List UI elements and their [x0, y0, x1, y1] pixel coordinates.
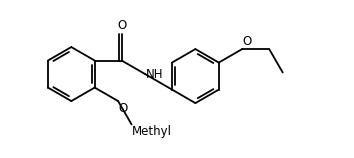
Text: O: O — [117, 19, 126, 32]
Text: NH: NH — [146, 68, 163, 81]
Text: Methyl: Methyl — [132, 125, 172, 138]
Text: O: O — [119, 102, 128, 115]
Text: O: O — [243, 35, 252, 49]
